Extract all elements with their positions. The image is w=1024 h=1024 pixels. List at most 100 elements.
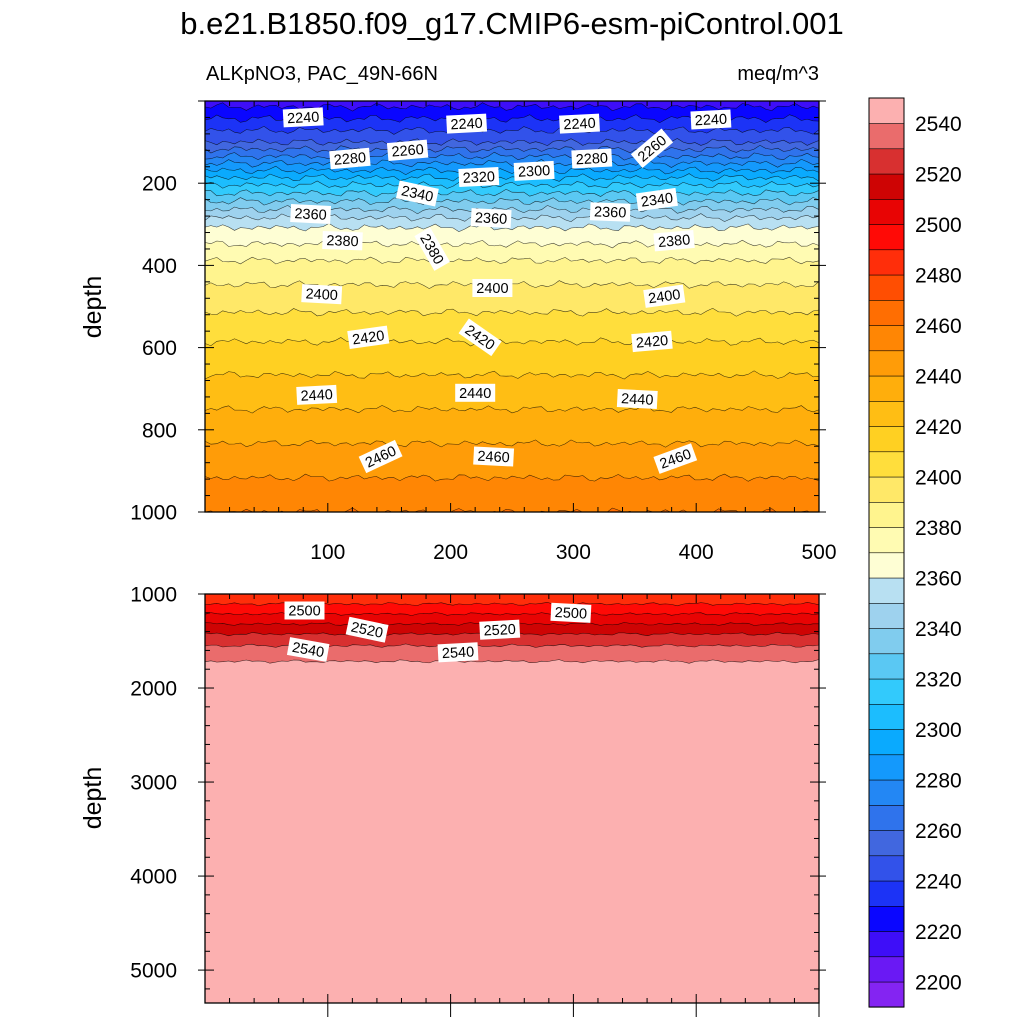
- contour-label-box: [282, 107, 324, 128]
- contour-label-text: 2440: [300, 387, 333, 405]
- colorbar-tick-label: 2520: [915, 163, 962, 186]
- lower-panel: 2500 2520 2520 2500 2540 2540 1000 2000 3000 400…: [79, 584, 826, 1017]
- contour-label-box: [286, 637, 330, 662]
- colorbar-tick-label: 2300: [915, 719, 962, 742]
- contour-label-text: 2300: [518, 163, 551, 181]
- contour-label: 2360: [290, 203, 332, 225]
- contour-label-text: 2360: [475, 210, 508, 228]
- contour-line: [205, 370, 819, 380]
- contour-label-box: [414, 227, 450, 271]
- colorbar-swatch: [868, 754, 905, 781]
- colorbar-swatch: [868, 148, 905, 175]
- contour-label: 2320: [458, 166, 500, 188]
- contour-label: 2280: [329, 147, 371, 170]
- contour-label-text: 2280: [333, 150, 367, 169]
- contour-line: [205, 197, 819, 206]
- x-tick-label: 300: [556, 541, 591, 564]
- colorbar-swatch: [868, 223, 905, 251]
- contour-label-box: [473, 446, 515, 467]
- contour-label-text: 2540: [291, 640, 326, 661]
- contour-label-box: [470, 208, 512, 229]
- contour-label: 2280: [571, 148, 613, 169]
- colorbar-swatch: [868, 299, 905, 326]
- colorbar-swatch: [868, 476, 905, 503]
- colorbar-tick-label: 2200: [915, 971, 962, 994]
- contour-label-text: 2360: [594, 204, 627, 221]
- colorbar-swatch: [868, 324, 905, 352]
- upper-axis-ticks: 100 200 300 400 500 200 400 600 800 1000: [130, 100, 837, 564]
- contour-label-text: 2340: [640, 190, 674, 210]
- contour-label-box: [345, 616, 389, 643]
- contour-label-text: 2380: [657, 232, 691, 251]
- contour-label-box: [653, 443, 698, 474]
- upper-plot-frame: [204, 100, 820, 513]
- colorbar-swatch: [868, 249, 905, 276]
- contour-label-text: 2380: [326, 233, 359, 250]
- colorbar-tick-label: 2360: [915, 567, 962, 590]
- contour-label-text: 2400: [476, 281, 508, 297]
- contour-label: 2260: [386, 139, 429, 162]
- contour-label-text: 2340: [400, 183, 435, 205]
- contour-line: [205, 180, 819, 189]
- contour-label-box: [458, 318, 502, 357]
- contour-label-box: [571, 148, 613, 169]
- colorbar-swatch: [868, 198, 905, 225]
- contour-label-box: [616, 388, 658, 410]
- colorbar-tick-label: 2380: [915, 517, 962, 540]
- colorbar-swatch: [868, 829, 905, 857]
- colorbar: [868, 97, 905, 1008]
- contour-label-text: 2240: [694, 112, 727, 130]
- contour-label: 2460: [473, 446, 515, 467]
- contour-line: [205, 102, 819, 112]
- contour-label-box: [630, 128, 674, 169]
- units-label: meq/m^3: [737, 63, 819, 85]
- contour-label: 2240: [282, 107, 324, 128]
- contour-label-box: [455, 383, 496, 402]
- contour-label-box: [395, 180, 439, 207]
- contour-label-box: [446, 113, 488, 134]
- contour-band: [205, 507, 819, 512]
- y-tick-label: 3000: [130, 772, 177, 795]
- colorbar-tick-label: 2220: [915, 921, 962, 944]
- colorbar-swatch: [868, 451, 905, 478]
- y-tick-label: 2000: [130, 678, 177, 701]
- contour-label: 2400: [643, 284, 686, 308]
- contour-line: [205, 473, 819, 482]
- x-tick-label: 200: [433, 541, 468, 564]
- colorbar-swatch: [868, 501, 905, 528]
- contour-label-text: 2440: [621, 391, 654, 409]
- contour-label: 2240: [559, 113, 600, 134]
- contour-line: [205, 239, 819, 249]
- contour-label-box: [347, 325, 390, 349]
- contour-label-box: [643, 284, 686, 308]
- contour-label-text: 2520: [483, 622, 516, 640]
- contour-label-box: [329, 147, 371, 170]
- x-tick-label: 100: [310, 541, 345, 564]
- colorbar-tick-label: 2340: [915, 618, 962, 641]
- contour-label-text: 2500: [554, 605, 587, 623]
- y-tick-label: 1000: [130, 584, 177, 607]
- contour-label-box: [296, 384, 338, 405]
- contour-label-box: [635, 187, 678, 212]
- contour-label: 2400: [301, 284, 343, 305]
- contour-label: 2520: [345, 616, 389, 643]
- colorbar-swatch: [868, 779, 905, 806]
- contour-line: [205, 165, 819, 176]
- contour-line: [205, 158, 819, 168]
- contour-label-text: 2320: [462, 169, 495, 187]
- colorbar-tick-label: 2460: [915, 315, 962, 338]
- contour-label-text: 2460: [477, 449, 510, 467]
- colorbar-frame: [868, 97, 905, 1008]
- contour-label: 2440: [296, 384, 338, 405]
- lower-y-axis-label: depth: [79, 767, 107, 830]
- contour-line: [205, 337, 819, 347]
- lower-axis-ticks: 1000 2000 3000 4000 5000: [130, 584, 826, 1017]
- contour-label: 2440: [455, 383, 496, 402]
- contour-line: [205, 307, 819, 317]
- contour-line: [205, 138, 819, 147]
- contour-label-box: [437, 642, 479, 663]
- contour-label-text: 2400: [305, 286, 338, 304]
- contour-label: 2500: [284, 601, 325, 620]
- colorbar-swatch: [868, 956, 905, 983]
- contour-label: 2380: [322, 231, 363, 251]
